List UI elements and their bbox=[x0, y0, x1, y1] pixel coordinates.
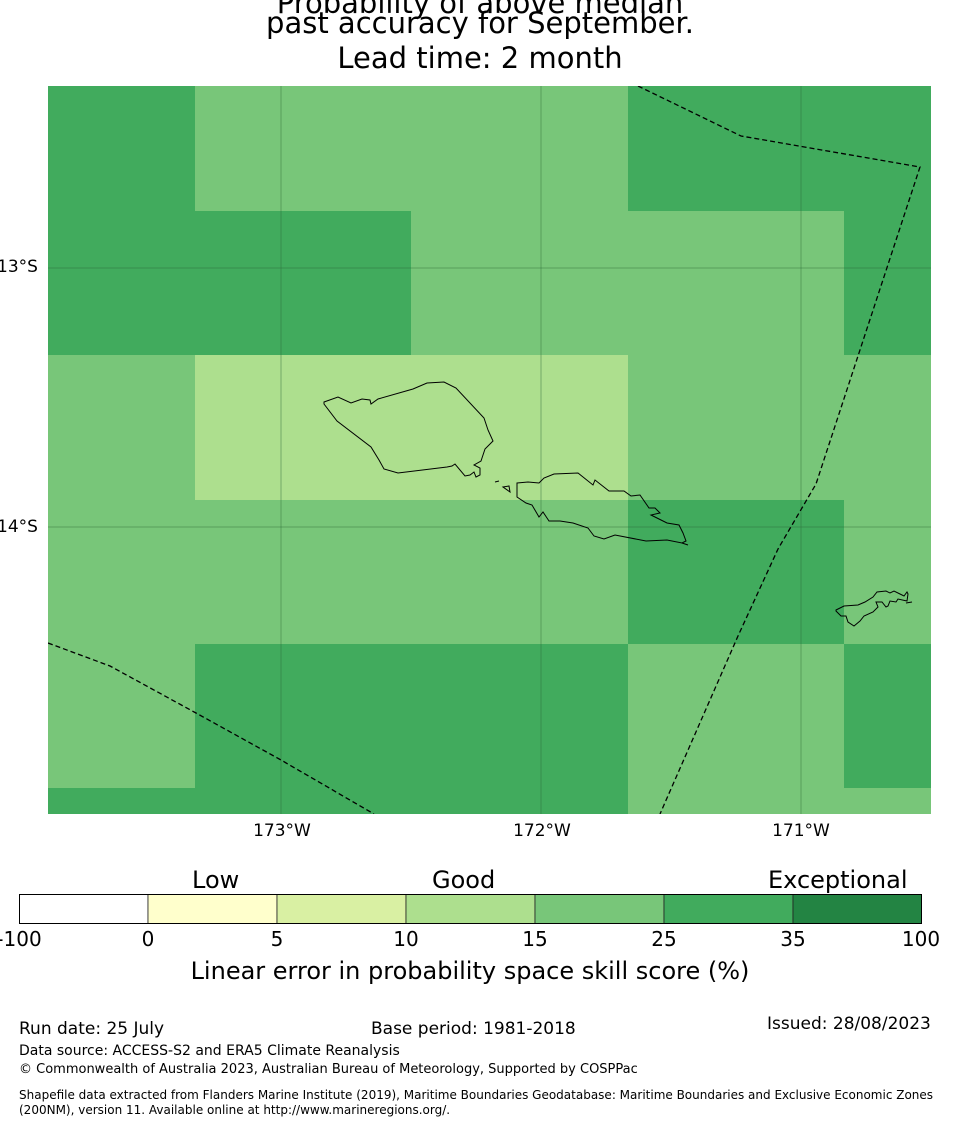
lat-label-13s: 13°S bbox=[0, 257, 38, 277]
lon-label-171w: 171°W bbox=[772, 821, 830, 841]
grid-cell bbox=[844, 644, 931, 788]
colorbar-segment bbox=[19, 894, 149, 924]
colorbar-tick: 0 bbox=[141, 927, 155, 951]
shapefile-credit-line2: (200NM), version 11. Available online at… bbox=[19, 1103, 451, 1117]
grid-cell bbox=[195, 355, 628, 500]
colorbar bbox=[19, 894, 922, 924]
lon-label-173w: 173°W bbox=[253, 821, 311, 841]
map-title-line1: Probability of above median bbox=[276, 0, 684, 20]
colorbar-tick: 25 bbox=[651, 927, 677, 951]
colorbar-segment bbox=[405, 894, 536, 924]
legend-category-low: Low bbox=[192, 866, 240, 894]
copyright-notice: © Commonwealth of Australia 2023, Austra… bbox=[19, 1062, 638, 1077]
upolu-island-outline bbox=[516, 472, 687, 544]
apolima-islet-outline bbox=[501, 485, 511, 494]
shapefile-credit-line1: Shapefile data extracted from Flanders M… bbox=[19, 1088, 934, 1102]
colorbar-tick: 10 bbox=[393, 927, 419, 951]
colorbar-segment bbox=[276, 894, 407, 924]
upolu-east-tip-outline bbox=[681, 542, 689, 546]
eez-boundary-southwest bbox=[48, 642, 375, 814]
colorbar-segment bbox=[147, 894, 278, 924]
grid-cell bbox=[628, 500, 844, 644]
colorbar-tick: 15 bbox=[522, 927, 548, 951]
colorbar-segment bbox=[663, 894, 794, 924]
colorbar-tick: 35 bbox=[780, 927, 806, 951]
colorbar-label: Linear error in probability space skill … bbox=[190, 957, 750, 985]
run-date: Run date: 25 July bbox=[19, 1019, 165, 1039]
tutuila-island-outline bbox=[835, 590, 909, 627]
legend-category-good: Good bbox=[432, 866, 496, 894]
colorbar-tick: 5 bbox=[270, 927, 284, 951]
base-period: Base period: 1981-2018 bbox=[371, 1019, 576, 1039]
lon-label-172w: 172°W bbox=[513, 821, 571, 841]
coastlines bbox=[323, 381, 913, 627]
grid-cell bbox=[48, 788, 628, 814]
skill-score-map bbox=[48, 86, 931, 814]
lat-label-14s: 14°S bbox=[0, 517, 38, 537]
grid-cell bbox=[195, 644, 628, 788]
skill-grid bbox=[48, 86, 931, 814]
map-title-line2: past accuracy for September. bbox=[266, 6, 694, 40]
issued-date: Issued: 28/08/2023 bbox=[767, 1014, 931, 1034]
legend-category-exceptional: Exceptional bbox=[768, 866, 908, 894]
colorbar-border bbox=[19, 894, 922, 924]
savaii-island-outline bbox=[323, 381, 494, 478]
aunuu-islet-outline bbox=[905, 601, 913, 604]
colorbar-tick: 100 bbox=[901, 927, 941, 951]
map-title-line3: Lead time: 2 month bbox=[337, 41, 623, 75]
grid-cell bbox=[48, 211, 411, 355]
grid-cell bbox=[628, 86, 931, 211]
data-source: Data source: ACCESS-S2 and ERA5 Climate … bbox=[19, 1043, 400, 1059]
graticule bbox=[48, 86, 931, 814]
colorbar-segment bbox=[534, 894, 665, 924]
manono-islet-outline bbox=[494, 480, 500, 483]
grid-cell bbox=[844, 211, 931, 355]
eez-boundary-north bbox=[637, 86, 921, 814]
colorbar-segment bbox=[792, 894, 922, 924]
colorbar-tick: -100 bbox=[0, 927, 42, 951]
grid-cell bbox=[48, 86, 195, 211]
maritime-boundaries bbox=[48, 86, 921, 814]
